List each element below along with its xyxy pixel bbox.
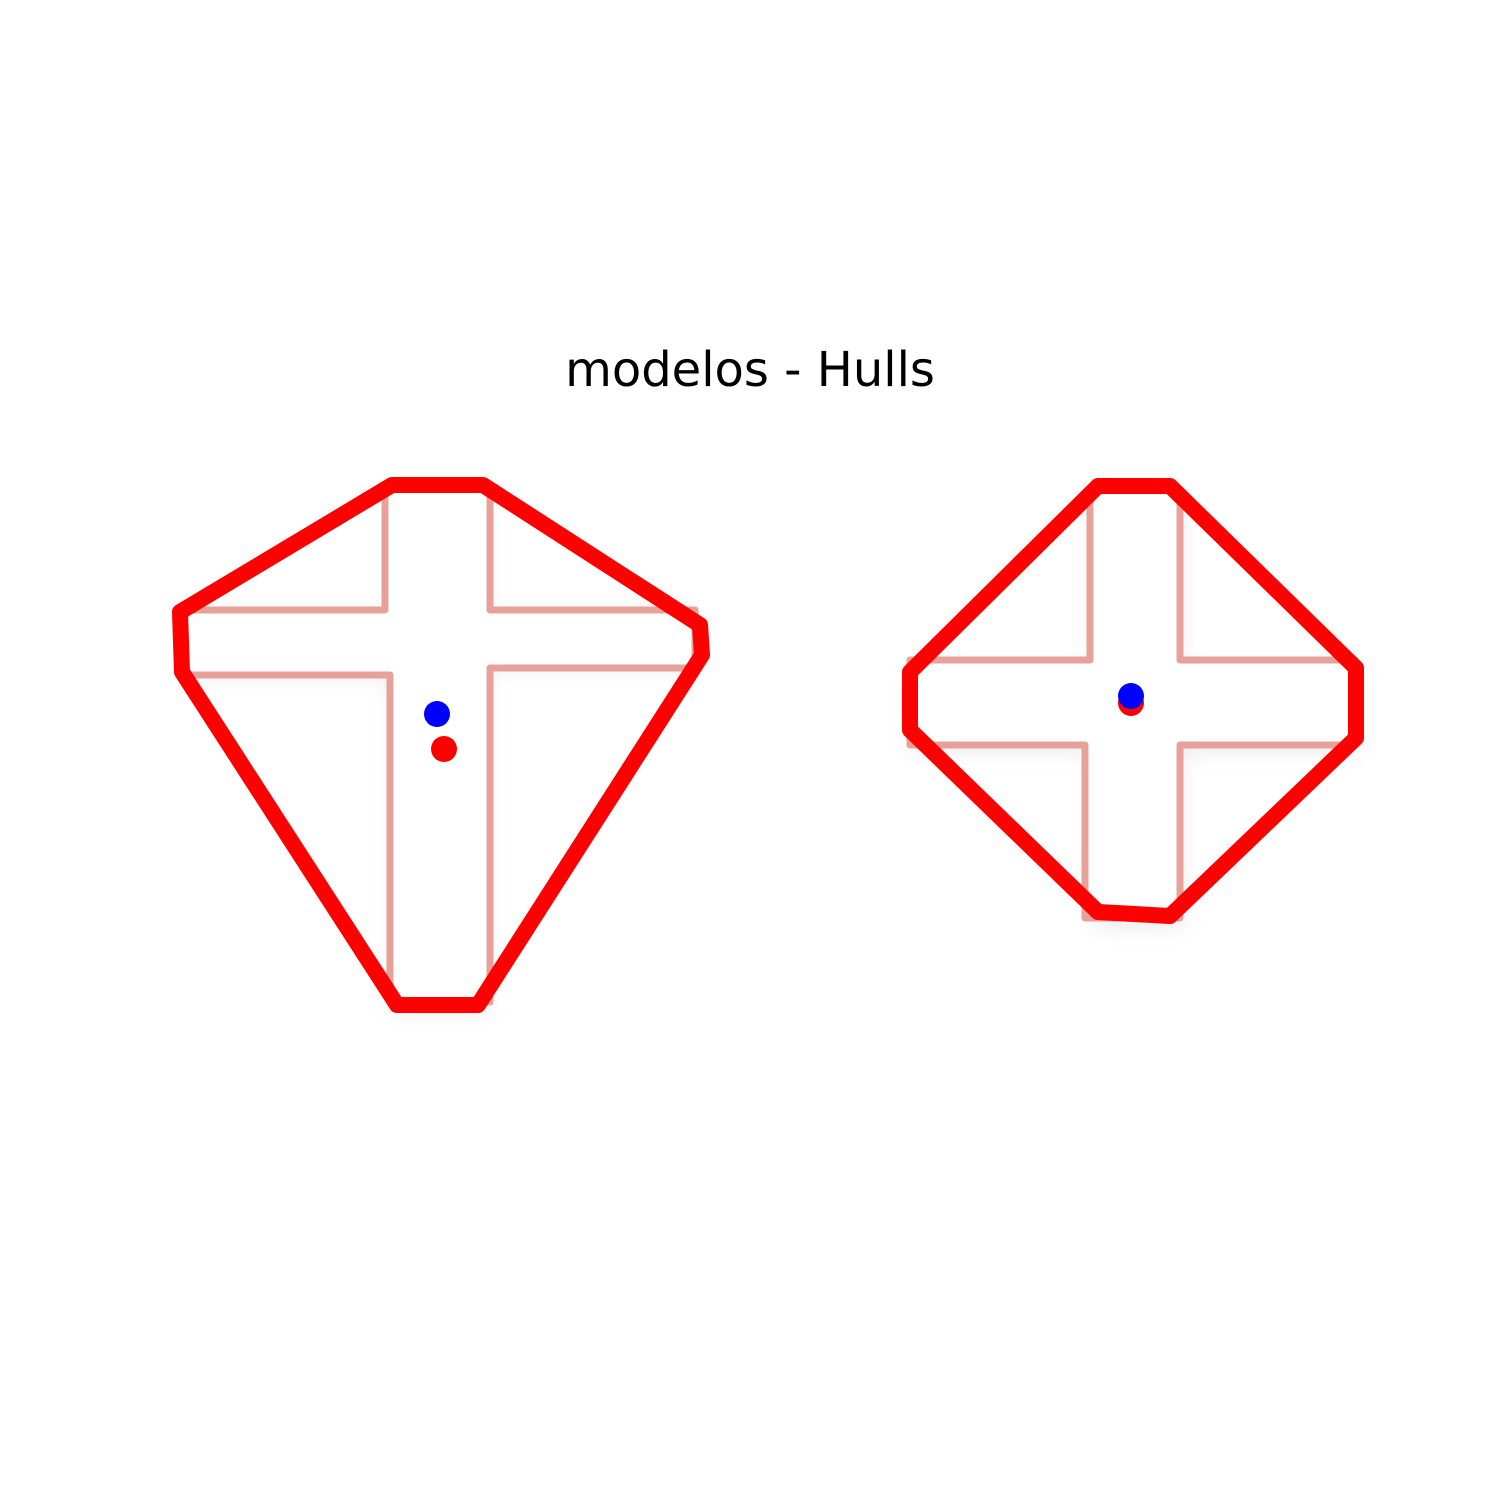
convex-hull-right [902, 478, 1364, 924]
centroid-blue-left [424, 701, 450, 727]
cross-model-left [172, 477, 710, 1013]
centroid-blue-right [1118, 683, 1144, 709]
figure-title: modelos - Hulls [565, 342, 935, 398]
centroid-red-left [431, 736, 457, 762]
cross-model-right [902, 478, 1364, 928]
convex-hull-left [172, 477, 710, 1013]
